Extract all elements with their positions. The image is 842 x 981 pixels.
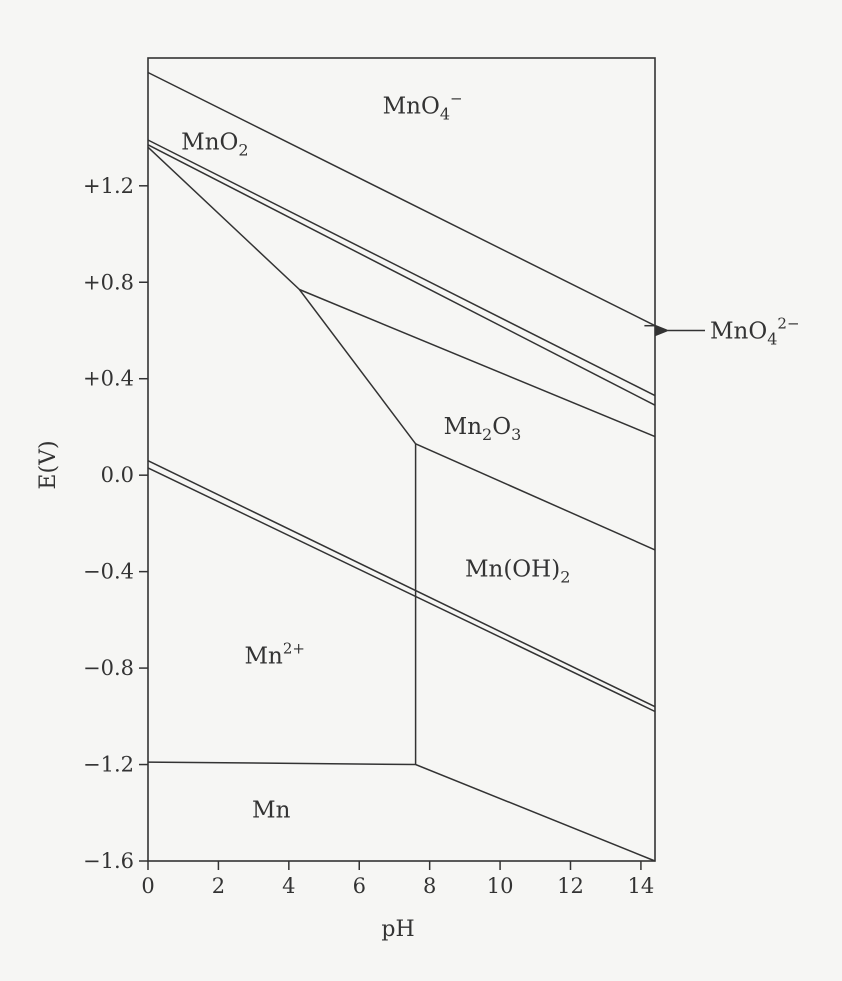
region-label-3: Mn2O3 [444, 414, 522, 444]
x-tick-label: 14 [628, 874, 655, 898]
region-label-5: Mn2+ [245, 639, 306, 669]
x-tick-label: 6 [353, 874, 366, 898]
boundary-line-7 [415, 443, 656, 551]
boundary-line-10 [147, 467, 656, 713]
plot-frame [147, 57, 656, 862]
y-tick-label: −1.6 [83, 849, 134, 873]
y-tick-label: +1.2 [83, 174, 134, 198]
boundary-line-11 [147, 761, 656, 862]
x-tick-label: 2 [212, 874, 225, 898]
y-tick-label: +0.4 [83, 367, 134, 391]
x-tick-label: 8 [423, 874, 436, 898]
x-tick-label: 10 [487, 874, 514, 898]
region-label-4: Mn(OH)2 [465, 556, 570, 586]
y-axis-title: E(V) [36, 440, 61, 489]
boundary-line-4 [147, 144, 656, 406]
y-tick-label: 0.0 [101, 463, 134, 487]
x-tick-label: 0 [141, 874, 154, 898]
boundary-line-5 [147, 146, 417, 445]
boundary-line-1 [147, 71, 656, 327]
y-tick-label: −0.8 [83, 656, 134, 680]
annotation-label: MnO42− [710, 314, 800, 348]
y-tick-label: +0.8 [83, 270, 134, 294]
x-tick-label: 12 [557, 874, 584, 898]
x-axis-title: pH [381, 917, 414, 942]
y-tick-label: −1.2 [83, 753, 134, 777]
region-label-1: MnO4− [383, 89, 463, 123]
region-label-2: MnO2 [181, 130, 248, 160]
boundary-line-3 [147, 139, 656, 397]
x-tick-label: 4 [282, 874, 295, 898]
boundary-line-9 [147, 460, 656, 708]
y-tick-label: −0.4 [83, 560, 134, 584]
boundary-line-6 [299, 288, 656, 438]
region-label-6: Mn [252, 798, 291, 824]
